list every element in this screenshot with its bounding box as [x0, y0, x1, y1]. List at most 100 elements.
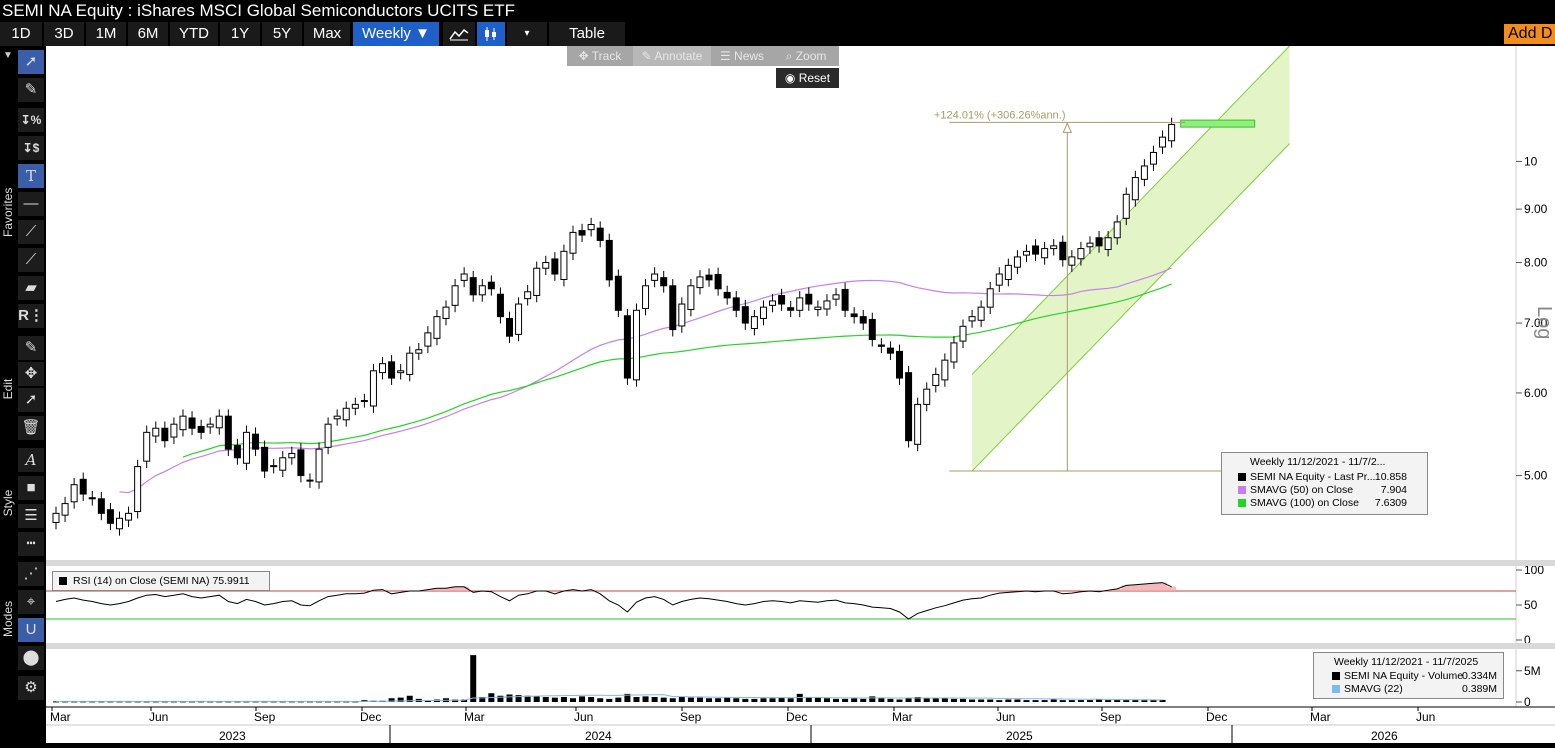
move-icon[interactable]: ✥	[18, 362, 44, 386]
chart-type-dropdown-icon[interactable]: ▾	[507, 22, 547, 46]
frequency-dropdown[interactable]: Weekly ▼	[353, 22, 439, 46]
channel-icon[interactable]: ▰	[18, 276, 44, 300]
log-scale-label[interactable]: Log	[1533, 306, 1555, 339]
trendline-icon[interactable]: ⟋	[18, 220, 44, 244]
volume-bar	[452, 699, 459, 702]
candle	[805, 293, 813, 305]
line-weight-icon[interactable]: ☰	[18, 504, 44, 528]
price-channel[interactable]	[971, 45, 1290, 472]
period-3d-button[interactable]: 3D	[44, 22, 84, 46]
legend-value: 0.334M	[1461, 670, 1497, 682]
horizontal-line-icon[interactable]: —	[18, 192, 44, 216]
candle	[623, 315, 631, 379]
rsi-overbought-fill	[377, 589, 388, 591]
period-1d-button[interactable]: 1D	[0, 22, 42, 46]
font-icon[interactable]: A	[18, 448, 44, 472]
panel-divider-volume[interactable]	[46, 643, 1555, 649]
volume-bar	[814, 697, 821, 702]
annotate-mode-button[interactable]: ✎ Annotate	[633, 46, 711, 66]
candle	[279, 457, 287, 471]
volume-bar	[424, 700, 431, 702]
candle	[1095, 237, 1103, 247]
period-1y-button[interactable]: 1Y	[220, 22, 260, 46]
period-max-button[interactable]: Max	[304, 22, 350, 46]
candle	[1131, 177, 1139, 201]
candle	[660, 277, 668, 287]
window-title: SEMI NA Equity : iShares MSCI Global Sem…	[2, 1, 515, 20]
month-label: Sep	[1100, 710, 1122, 724]
chart-area[interactable]: +124.01% (+306.26%ann.) 5.00 6.00 7.00 8.00…	[46, 45, 1555, 743]
chart-svg[interactable]: +124.01% (+306.26%ann.) 5.00 6.00 7.00 8.00…	[46, 45, 1555, 743]
candle	[106, 509, 114, 524]
rsi-legend[interactable]: RSI (14) on Close (SEMI NA) 75.9911	[52, 571, 270, 591]
dotted-line-icon[interactable]: ⋰	[18, 562, 44, 586]
period-ytd-button[interactable]: YTD	[170, 22, 218, 46]
candle	[415, 349, 423, 354]
measure-arrowhead	[1062, 122, 1073, 133]
period-1m-button[interactable]: 1M	[86, 22, 126, 46]
cursor-icon[interactable]: ➚	[18, 50, 44, 74]
volume-bar	[1077, 700, 1084, 702]
ray-icon[interactable]: ⟋	[18, 248, 44, 272]
period-6m-button[interactable]: 6M	[128, 22, 168, 46]
table-button[interactable]: Table	[549, 22, 625, 46]
candle	[560, 250, 568, 280]
month-label: Dec	[360, 710, 381, 724]
trash-icon[interactable]: 🗑	[18, 416, 44, 440]
rsi-tick-label: 100	[1524, 563, 1544, 577]
price-tick-label: 10	[1524, 154, 1538, 168]
track-mode-button[interactable]: ✥ Track	[578, 49, 622, 63]
pen-icon[interactable]: ✎	[18, 78, 44, 102]
palette-icon[interactable]: ⬤	[18, 646, 44, 670]
zoom-mode-button[interactable]: ⌕ Zoom	[785, 49, 827, 63]
line-style-icon[interactable]: ┅	[18, 532, 44, 556]
volume-bar	[896, 699, 903, 702]
month-label: Jun	[149, 710, 168, 724]
volume-bar	[869, 696, 876, 702]
rsi-tick-label: 50	[1524, 598, 1538, 612]
measure-annotation[interactable]: +124.01% (+306.26%ann.)	[934, 109, 1236, 472]
candle	[551, 258, 559, 275]
brush-icon[interactable]: ✎	[18, 336, 44, 360]
volume-bar	[588, 697, 595, 702]
currency-axis-icon[interactable]: ↧$	[18, 136, 44, 160]
volume-bar	[1014, 699, 1021, 702]
volume-bar	[787, 698, 794, 702]
text-icon[interactable]: T	[18, 164, 44, 188]
panel-divider-rsi[interactable]	[46, 560, 1555, 566]
month-label: Sep	[254, 710, 276, 724]
collapse-toolbar-icon[interactable]: ▼	[3, 50, 13, 61]
line-chart-icon[interactable]	[443, 22, 475, 46]
year-label: 2023	[219, 729, 246, 743]
color-icon[interactable]: ■	[18, 476, 44, 500]
price-legend[interactable]: Weekly 11/12/2021 - 11/7/2... SEMI NA Eq…	[1221, 452, 1428, 515]
candle	[687, 285, 695, 311]
legend-value: 0.389M	[1461, 683, 1497, 695]
rsi-overbought-fill	[432, 588, 442, 591]
candle	[388, 361, 396, 379]
crosshair-icon[interactable]: ⌖	[18, 590, 44, 614]
news-mode-button[interactable]: ☰ News	[719, 49, 765, 63]
channel-upper-line	[971, 45, 1290, 375]
measure-label: +124.01% (+306.26%ann.)	[934, 109, 1066, 121]
volume-panel: 0 5M	[53, 655, 1541, 709]
candle	[406, 352, 414, 375]
time-axis: Mar Jun Sep Dec Mar Jun Sep Dec Mar Jun Sep Dec Mar J…	[46, 706, 1555, 743]
magnet-icon[interactable]: U	[18, 618, 44, 642]
candle	[787, 307, 795, 311]
period-5y-button[interactable]: 5Y	[262, 22, 302, 46]
reset-button[interactable]: ◉ Reset	[776, 68, 839, 88]
volume-bar	[724, 697, 731, 702]
regression-icon[interactable]: R⋮	[18, 304, 44, 328]
period-toolbar: 1D 3D 1M 6M YTD 1Y 5Y Max Weekly ▼ ▾ Tab…	[0, 22, 1555, 46]
volume-legend[interactable]: Weekly 11/12/2021 - 11/7/2025 SEMI NA Eq…	[1313, 652, 1504, 699]
percent-axis-icon[interactable]: ↧%	[18, 108, 44, 132]
candlestick-icon[interactable]	[477, 22, 505, 46]
gear-icon[interactable]: ⚙	[18, 676, 44, 700]
candle	[769, 300, 777, 306]
legend-label: SEMI NA Equity - Last Pr...	[1250, 471, 1376, 483]
add-data-button[interactable]: Add D	[1504, 24, 1555, 44]
candle	[125, 512, 133, 521]
add-point-icon[interactable]: ➚	[18, 388, 44, 412]
volume-bar	[706, 698, 713, 702]
